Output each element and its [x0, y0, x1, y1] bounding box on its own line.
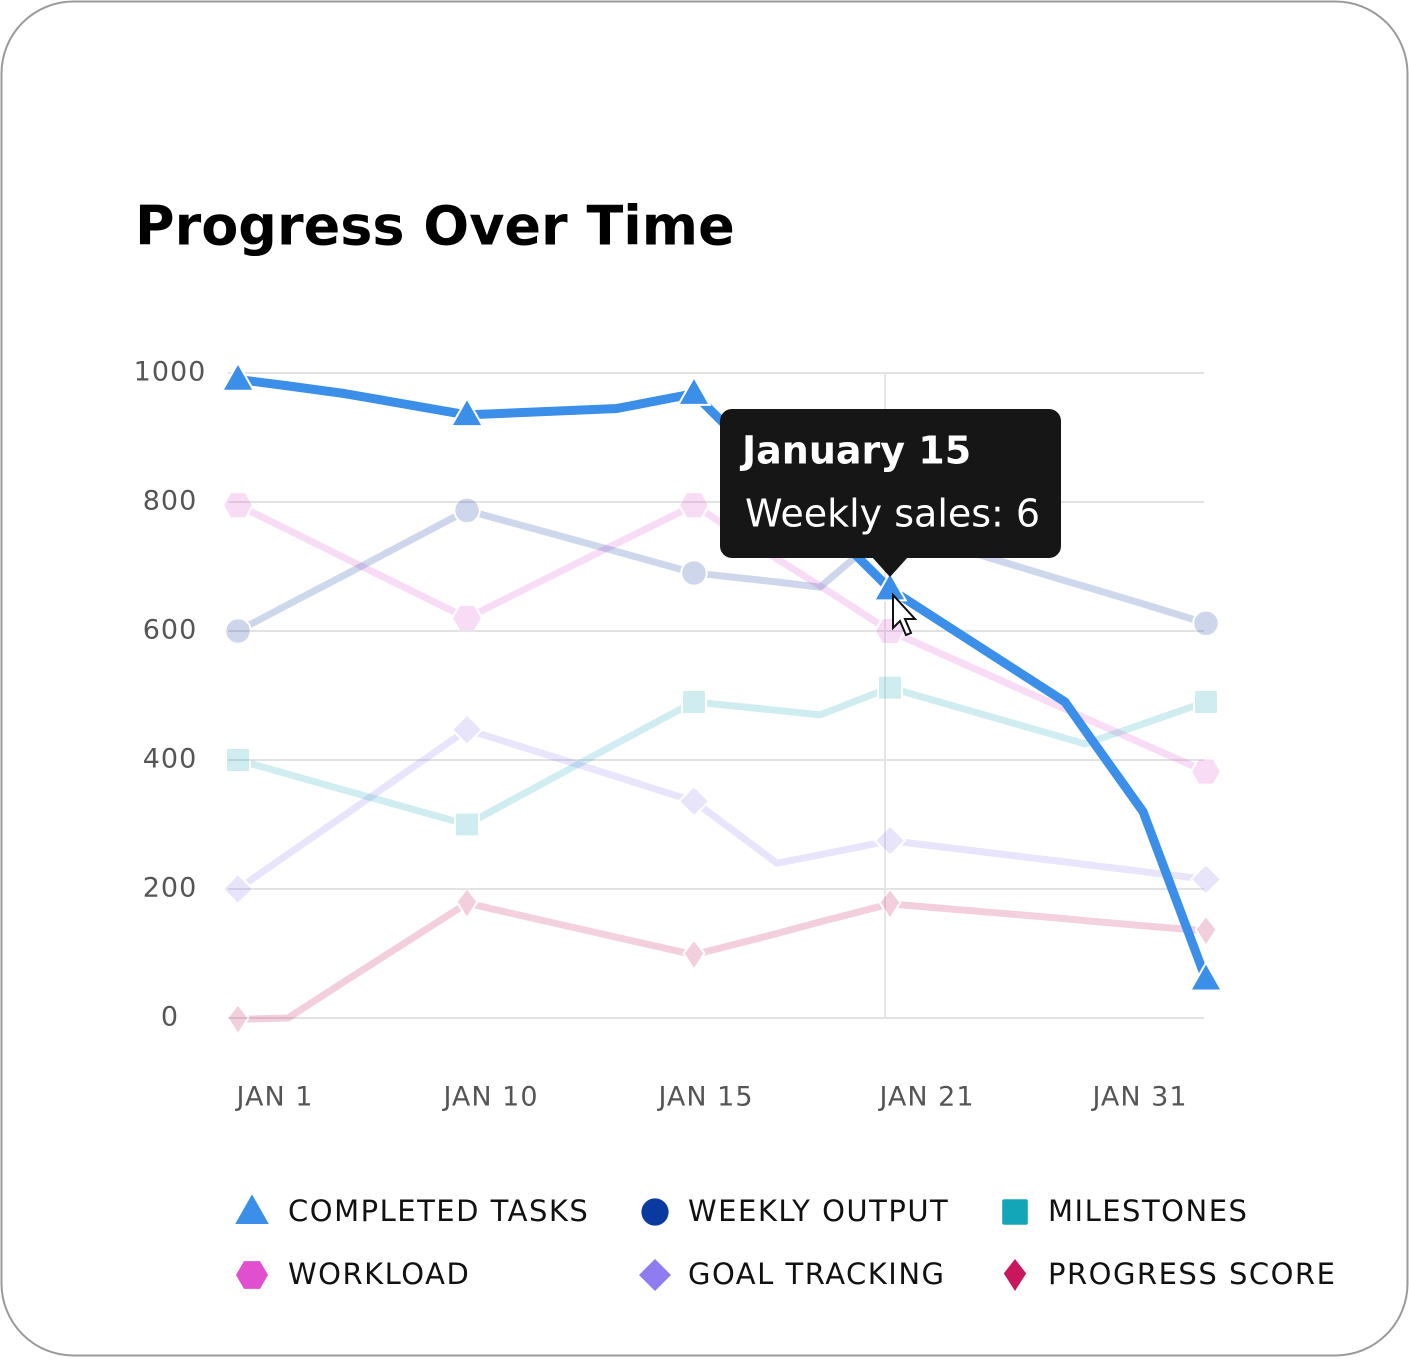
- legend-label: COMPLETED TASKS: [288, 1194, 589, 1228]
- marker: [221, 491, 255, 520]
- legend-marker: [235, 1194, 269, 1224]
- x-tick-label: JAN 10: [441, 1082, 538, 1113]
- marker: [226, 1002, 250, 1037]
- marker: [677, 491, 711, 520]
- series-line: [236, 501, 1208, 775]
- marker: [873, 824, 907, 858]
- legend-label: PROGRESS SCORE: [1048, 1257, 1336, 1291]
- series-line: [237, 899, 1207, 1023]
- marker: [450, 713, 484, 747]
- legend-label: WORKLOAD: [288, 1257, 470, 1291]
- legend-marker: [236, 1261, 268, 1289]
- marker: [455, 886, 479, 921]
- series-line: [236, 506, 1208, 635]
- legend-marker: [639, 1259, 671, 1291]
- marker: [453, 496, 481, 525]
- marker: [220, 360, 256, 392]
- y-tick-label: 0: [161, 1002, 179, 1033]
- marker: [224, 617, 252, 645]
- marker: [1194, 914, 1218, 948]
- series: [226, 886, 1218, 1037]
- marker: [682, 938, 706, 972]
- y-tick-label: 400: [143, 744, 198, 775]
- marker: [676, 375, 712, 406]
- series: [225, 674, 1219, 838]
- series: [221, 713, 1223, 906]
- marker: [680, 559, 708, 587]
- marker: [1189, 757, 1223, 786]
- marker: [225, 747, 251, 773]
- marker: [877, 674, 903, 701]
- legend-marker: [1003, 1259, 1027, 1291]
- series: [221, 491, 1223, 786]
- chart-title: Progress Over Time: [135, 195, 735, 258]
- tooltip-text: Weekly sales: 6: [745, 492, 1040, 536]
- marker: [677, 784, 711, 818]
- tooltip-box: [720, 409, 1061, 558]
- marker: [1193, 688, 1219, 715]
- cursor: [892, 592, 918, 637]
- y-tick-label: 600: [143, 615, 198, 646]
- marker: [449, 396, 485, 428]
- legend-label: WEEKLY OUTPUT: [688, 1194, 949, 1228]
- marker: [1192, 609, 1220, 638]
- y-tick-label: 1000: [134, 357, 207, 388]
- legend-label: GOAL TRACKING: [688, 1257, 946, 1291]
- marker: [878, 887, 902, 921]
- tooltip-title: January 15: [739, 429, 971, 473]
- series-line: [235, 726, 1207, 892]
- x-tick-label: JAN 1: [235, 1082, 314, 1113]
- y-tick-label: 800: [143, 486, 198, 517]
- x-tick-label: JAN 21: [877, 1082, 974, 1113]
- marker: [872, 570, 908, 602]
- legend-marker: [641, 1198, 669, 1226]
- marker: [1189, 862, 1223, 896]
- marker: [681, 688, 707, 715]
- legend-label: MILESTONES: [1048, 1194, 1248, 1228]
- marker: [221, 872, 255, 906]
- legend-marker: [1002, 1199, 1028, 1225]
- marker: [454, 811, 480, 838]
- x-tick-label: JAN 15: [656, 1082, 753, 1113]
- series-line: [237, 684, 1208, 828]
- tooltip: January 15 Weekly sales: 6: [720, 409, 1061, 577]
- marker: [1188, 960, 1224, 992]
- tooltip-pointer: [872, 557, 908, 577]
- x-tick-label: JAN 31: [1090, 1082, 1187, 1113]
- y-tick-label: 200: [143, 873, 198, 904]
- marker: [450, 604, 484, 633]
